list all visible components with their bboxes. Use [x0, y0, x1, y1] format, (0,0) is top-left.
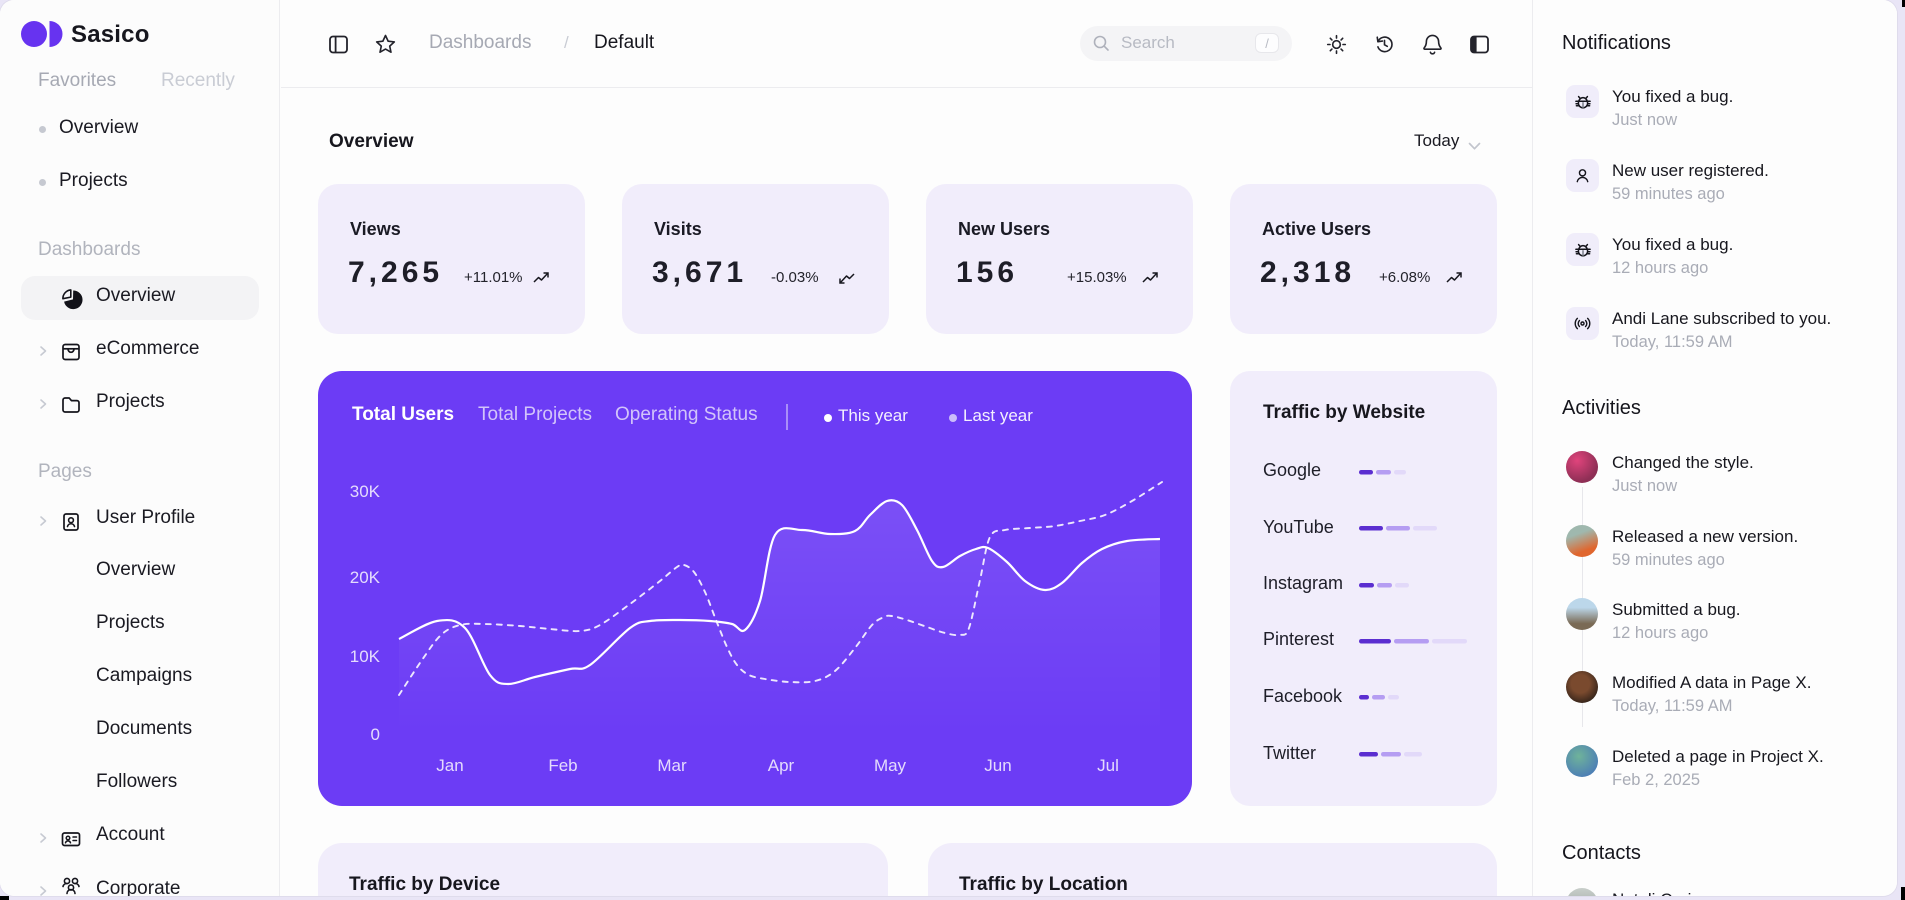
- svg-text:0: 0: [371, 725, 380, 744]
- svg-text:Jan: Jan: [436, 756, 463, 775]
- svg-text:Jul: Jul: [1097, 756, 1119, 775]
- svg-text:Feb: Feb: [548, 756, 577, 775]
- svg-text:20K: 20K: [350, 568, 381, 587]
- svg-text:Jun: Jun: [984, 756, 1011, 775]
- svg-text:Apr: Apr: [768, 756, 795, 775]
- svg-text:10K: 10K: [350, 647, 381, 666]
- svg-text:Mar: Mar: [657, 756, 687, 775]
- svg-text:May: May: [874, 756, 907, 775]
- svg-text:30K: 30K: [350, 482, 381, 501]
